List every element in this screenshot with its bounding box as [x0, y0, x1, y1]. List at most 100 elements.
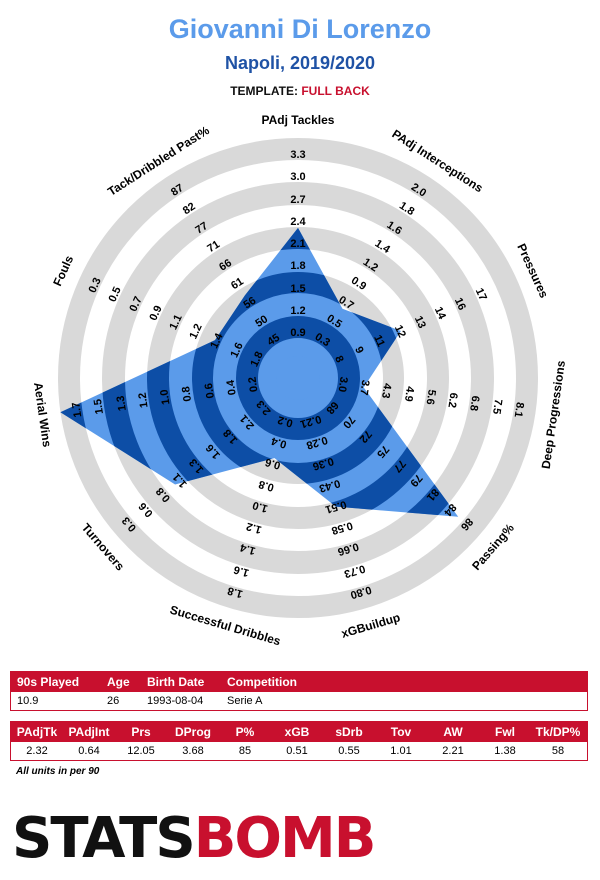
info-header-cell: 90s Played [17, 675, 80, 689]
info-cell: 10.9 [17, 695, 39, 707]
team-season: Napoli, 2019/2020 [224, 53, 376, 73]
tick-label: 1.2 [187, 322, 204, 341]
stats-header-cell: Fwl [495, 725, 515, 739]
tick-label: 1.8 [290, 260, 305, 272]
stats-header-cell: Prs [131, 725, 151, 739]
tick-label: 1.5 [290, 283, 305, 295]
tick-label: 3.3 [290, 149, 305, 161]
info-header-cell: Age [107, 675, 130, 689]
tick-label: 5.6 [424, 389, 438, 406]
stats-header-cell: AW [443, 725, 463, 739]
info-table: 90s Played Age Birth Date Competition 10… [10, 671, 588, 711]
tick-label: 3.0 [335, 376, 349, 393]
tick-label: 2.4 [290, 216, 306, 228]
tick-label: 1.7 [70, 401, 84, 418]
stats-cell: 1.01 [390, 745, 412, 757]
axis-label: Fouls [50, 253, 76, 288]
tick-label: 66 [217, 257, 234, 274]
tick-label: 1.4 [238, 541, 257, 557]
tick-label: 0.8 [180, 385, 194, 402]
stats-cell: 2.21 [442, 745, 464, 757]
axis-label: Deep Progressions [539, 359, 568, 470]
stats-table-header: PAdjTk PAdjInt Prs DProg P% xGB sDrb Tov… [11, 722, 587, 742]
tick-label: 0.6 [203, 382, 217, 399]
tick-label: 0.73 [343, 562, 367, 580]
stats-table: PAdjTk PAdjInt Prs DProg P% xGB sDrb Tov… [10, 721, 588, 761]
tick-label: 6.8 [467, 395, 481, 412]
stats-cell: 3.68 [182, 745, 204, 757]
tick-label: 0.2 [246, 376, 260, 393]
template-line: TEMPLATE: FULL BACK [0, 84, 600, 98]
tick-label: 0.6 [264, 455, 282, 471]
tick-label: 2.7 [290, 194, 305, 206]
tick-label: 56 [242, 295, 259, 312]
tick-label: 0.2 [276, 413, 294, 429]
stats-cell: 2.32 [26, 745, 48, 757]
stats-header-cell: xGB [284, 725, 310, 739]
player-name: Giovanni Di Lorenzo [168, 14, 432, 44]
tick-label: 50 [253, 313, 270, 330]
tick-label: 8.1 [512, 401, 526, 418]
info-table-row: 10.9 26 1993-08-04 Serie A [11, 692, 587, 710]
tick-label: 0.80 [349, 583, 373, 601]
tick-label: 7.5 [490, 398, 504, 415]
stats-header-cell: PAdjTk [16, 725, 58, 739]
tick-label: 8 [332, 354, 345, 365]
stats-header-cell: Tov [390, 725, 412, 739]
info-header-cell: Birth Date [147, 675, 205, 689]
tick-label: 0.28 [305, 434, 329, 452]
tick-label: 3.0 [290, 171, 305, 183]
tick-label: 0.8 [257, 478, 275, 494]
tick-label: 13 [412, 314, 428, 330]
tick-label: 1.5 [92, 398, 106, 415]
tick-label: 87 [169, 182, 186, 199]
template-value: FULL BACK [301, 84, 370, 98]
tick-label: 71 [205, 238, 222, 255]
tick-label: 0.4 [269, 434, 288, 450]
stats-header-cell: DProg [175, 725, 211, 739]
tick-label: 1.6 [232, 563, 250, 579]
tick-label: 17 [473, 286, 489, 302]
tick-label: 3.7 [357, 379, 371, 396]
stats-header-cell: Tk/DP% [535, 725, 581, 739]
stats-header-cell: PAdjInt [68, 725, 110, 739]
center-disc [276, 356, 320, 400]
tick-label: 0.51 [324, 498, 348, 516]
stats-header-cell: sDrb [335, 725, 363, 739]
stats-cell: 1.38 [494, 745, 516, 757]
tick-label: 12 [392, 323, 408, 339]
tick-label: 1.8 [248, 350, 265, 369]
logo-bomb: BOMB [193, 806, 377, 871]
stats-cell: 85 [238, 745, 252, 757]
tick-label: 0.7 [127, 295, 144, 314]
tick-label: 82 [181, 201, 198, 218]
tick-label: 45 [265, 332, 282, 349]
tick-label: 0.9 [147, 304, 164, 323]
stats-cell: 58 [551, 745, 565, 757]
tick-label: 6.2 [445, 392, 459, 409]
tick-label: 4.9 [402, 385, 416, 402]
tick-label: 61 [229, 275, 246, 292]
tick-label: 1.6 [228, 341, 245, 360]
axis-label: Aerial Wins [31, 381, 54, 448]
polygon-dark-band [236, 316, 360, 440]
statsbomb-logo: STATSBOMB [12, 806, 377, 871]
tick-label: 1.3 [115, 395, 129, 412]
tick-label: 0.9 [290, 327, 305, 339]
stats-cell: 0.51 [286, 745, 308, 757]
axis-label: PAdj Tackles [262, 113, 335, 127]
tick-label: 1.1 [167, 313, 184, 332]
tick-label: 14 [432, 305, 448, 322]
tick-label: 1.2 [290, 305, 305, 317]
tick-label: 0.43 [318, 477, 342, 495]
tick-label: 16 [452, 296, 468, 312]
stats-table-row: 2.32 0.64 12.05 3.68 85 0.51 0.55 1.01 2… [11, 742, 587, 760]
tick-label: 9 [352, 345, 365, 356]
tick-label: 1.8 [226, 584, 244, 600]
units-note: All units in per 90 [16, 766, 100, 777]
tick-label: 0.4 [225, 378, 239, 396]
tick-label: 0.21 [299, 412, 323, 430]
stats-cell: 0.64 [78, 745, 100, 757]
template-label: TEMPLATE: [230, 84, 298, 98]
background-ring [102, 182, 494, 574]
